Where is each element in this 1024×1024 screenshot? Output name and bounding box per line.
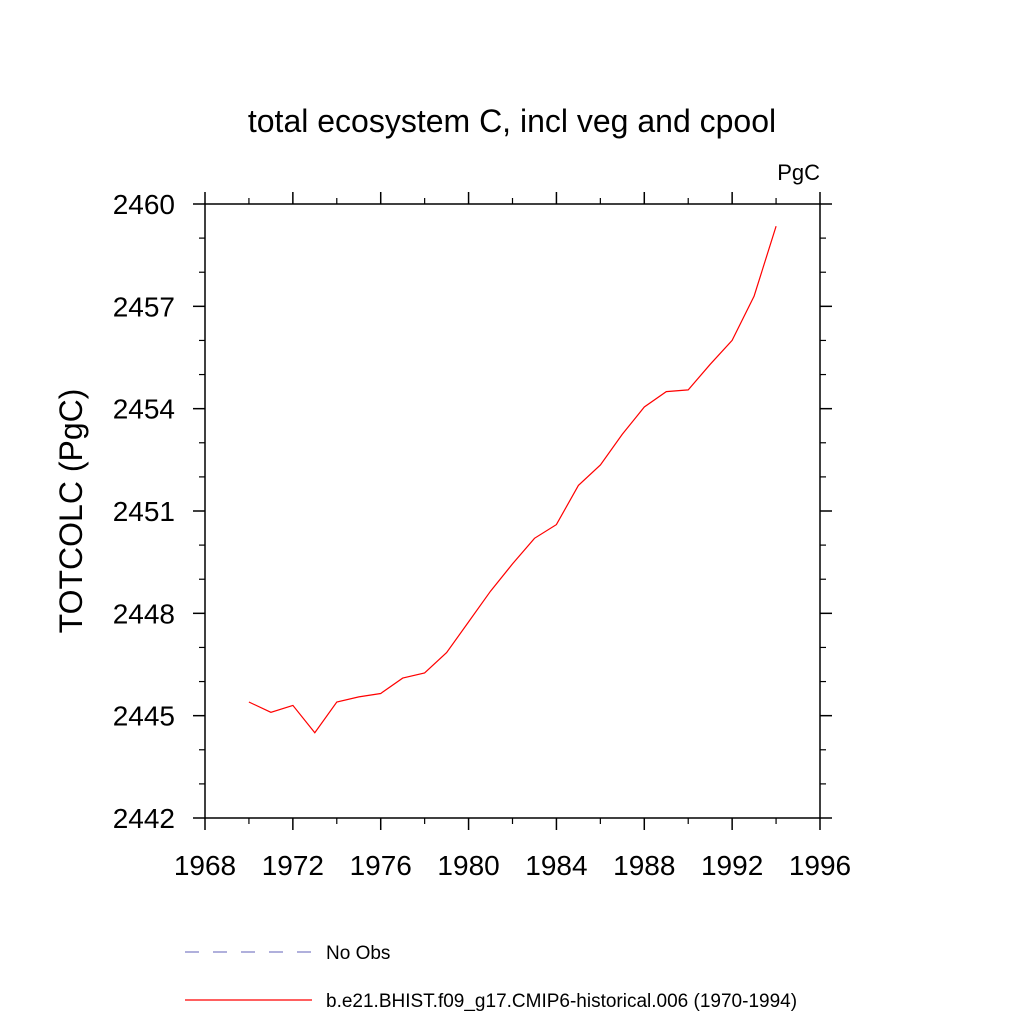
y-tick-label: 2448 [113, 598, 175, 629]
y-tick-label: 2442 [113, 803, 175, 834]
x-tick-label: 1992 [701, 850, 763, 881]
x-tick-label: 1980 [437, 850, 499, 881]
x-tick-label: 1976 [350, 850, 412, 881]
y-tick-label: 2457 [113, 291, 175, 322]
x-tick-label: 1988 [613, 850, 675, 881]
chart-title: total ecosystem C, incl veg and cpool [248, 103, 776, 139]
plot-frame [204, 203, 821, 819]
y-tick-label: 2460 [113, 189, 175, 220]
x-tick-label: 1984 [525, 850, 587, 881]
legend-label: b.e21.BHIST.f09_g17.CMIP6-historical.006… [326, 991, 797, 1012]
legend: No Obs b.e21.BHIST.f09_g17.CMIP6-historic… [185, 943, 797, 1012]
y-tick-label: 2451 [113, 496, 175, 527]
x-tick-label: 1972 [262, 850, 324, 881]
y-tick-label: 2445 [113, 701, 175, 732]
y-axis-label: TOTCOLC (PgC) [53, 389, 89, 634]
axis-ticks [193, 192, 832, 830]
y-tick-label: 2454 [113, 394, 175, 425]
series-lines [248, 226, 777, 734]
x-tick-label: 1996 [789, 850, 851, 881]
tick-labels: 1968 1972 1976 1980 1984 1988 1992 1996 2442 2445… [113, 189, 851, 881]
x-tick-label: 1968 [174, 850, 236, 881]
legend-label: No Obs [326, 943, 390, 964]
units-label: PgC [777, 160, 820, 185]
series-line-1 [248, 226, 777, 734]
